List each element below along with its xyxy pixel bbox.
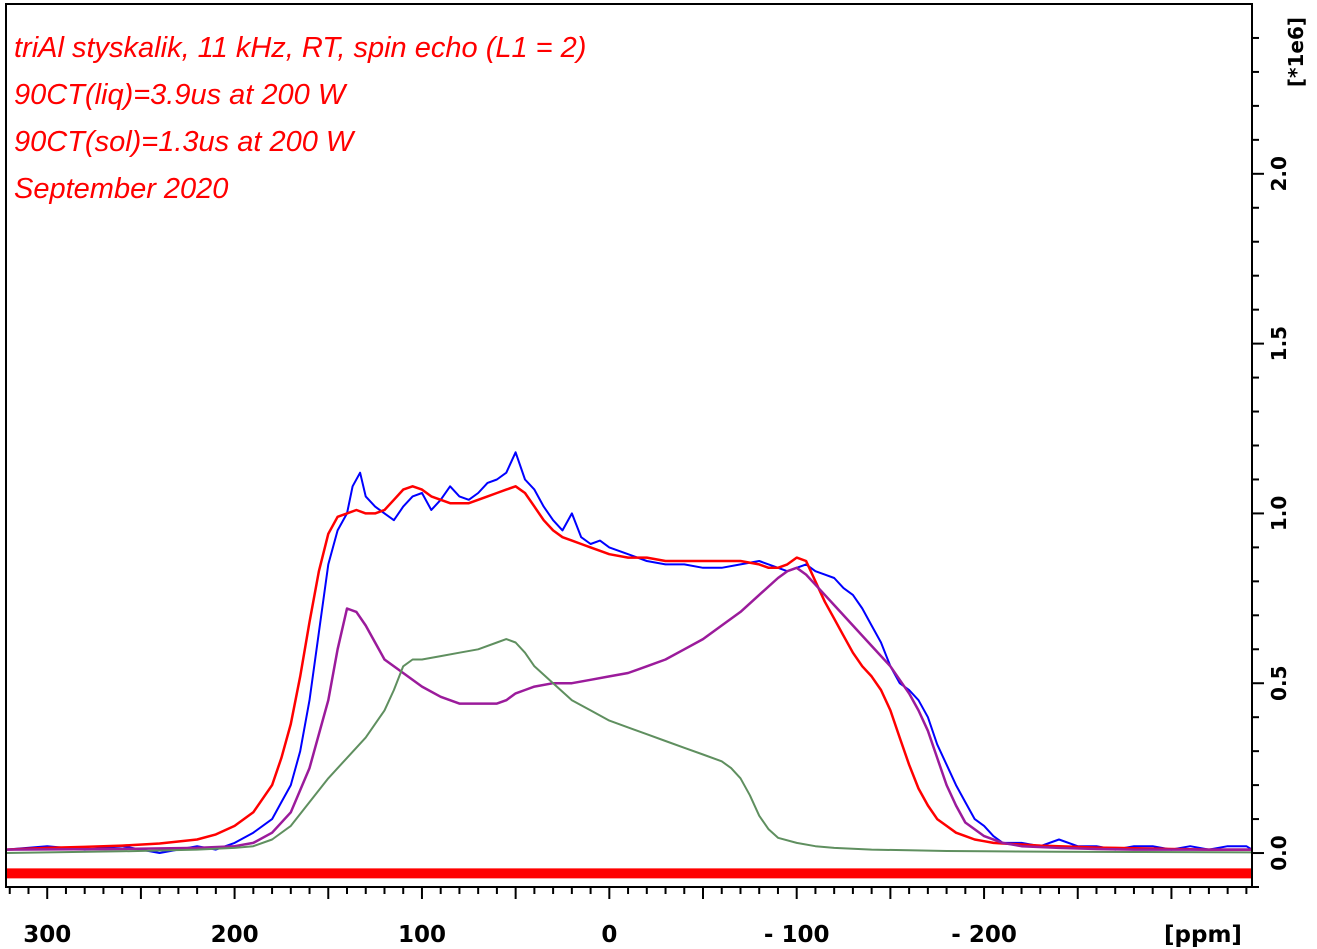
x-tick-label: 0 xyxy=(601,922,617,948)
annotation-layer: triAl styskalik, 11 kHz, RT, spin echo (… xyxy=(14,32,586,205)
fit-component-1-line xyxy=(5,566,1252,851)
annotation-line: 90CT(sol)=1.3us at 200 W xyxy=(14,126,356,158)
y-axis: 0.0 0.5 1.0 1.5 2.0 xyxy=(1252,36,1291,888)
y-axis-label: [*1e6] xyxy=(1284,17,1308,87)
fit-total-line xyxy=(5,485,1252,851)
x-axis: 300 200 100 0 - 100 - 200 xyxy=(8,887,1248,948)
y-tick-label: 1.5 xyxy=(1267,326,1291,361)
x-tick-label: - 100 xyxy=(764,922,830,948)
x-tick-label: 100 xyxy=(398,922,446,948)
annotation-line: September 2020 xyxy=(14,173,228,205)
annotation-line: 90CT(liq)=3.9us at 200 W xyxy=(14,79,348,111)
y-tick-label: 2.0 xyxy=(1267,156,1291,191)
y-tick-label: 0.5 xyxy=(1267,666,1291,701)
x-tick-label: 200 xyxy=(211,922,259,948)
y-tick-label: 1.0 xyxy=(1267,496,1291,531)
x-tick-label: - 200 xyxy=(951,922,1017,948)
series-layer xyxy=(5,451,1253,854)
y-tick-label: 0.0 xyxy=(1267,835,1291,870)
x-tick-label: 300 xyxy=(23,922,71,948)
x-axis-label: [ppm] xyxy=(1164,922,1242,948)
fit-component-2-line xyxy=(5,638,1253,854)
experimental-spectrum-line xyxy=(5,451,1253,854)
annotation-line: triAl styskalik, 11 kHz, RT, spin echo (… xyxy=(14,32,586,64)
